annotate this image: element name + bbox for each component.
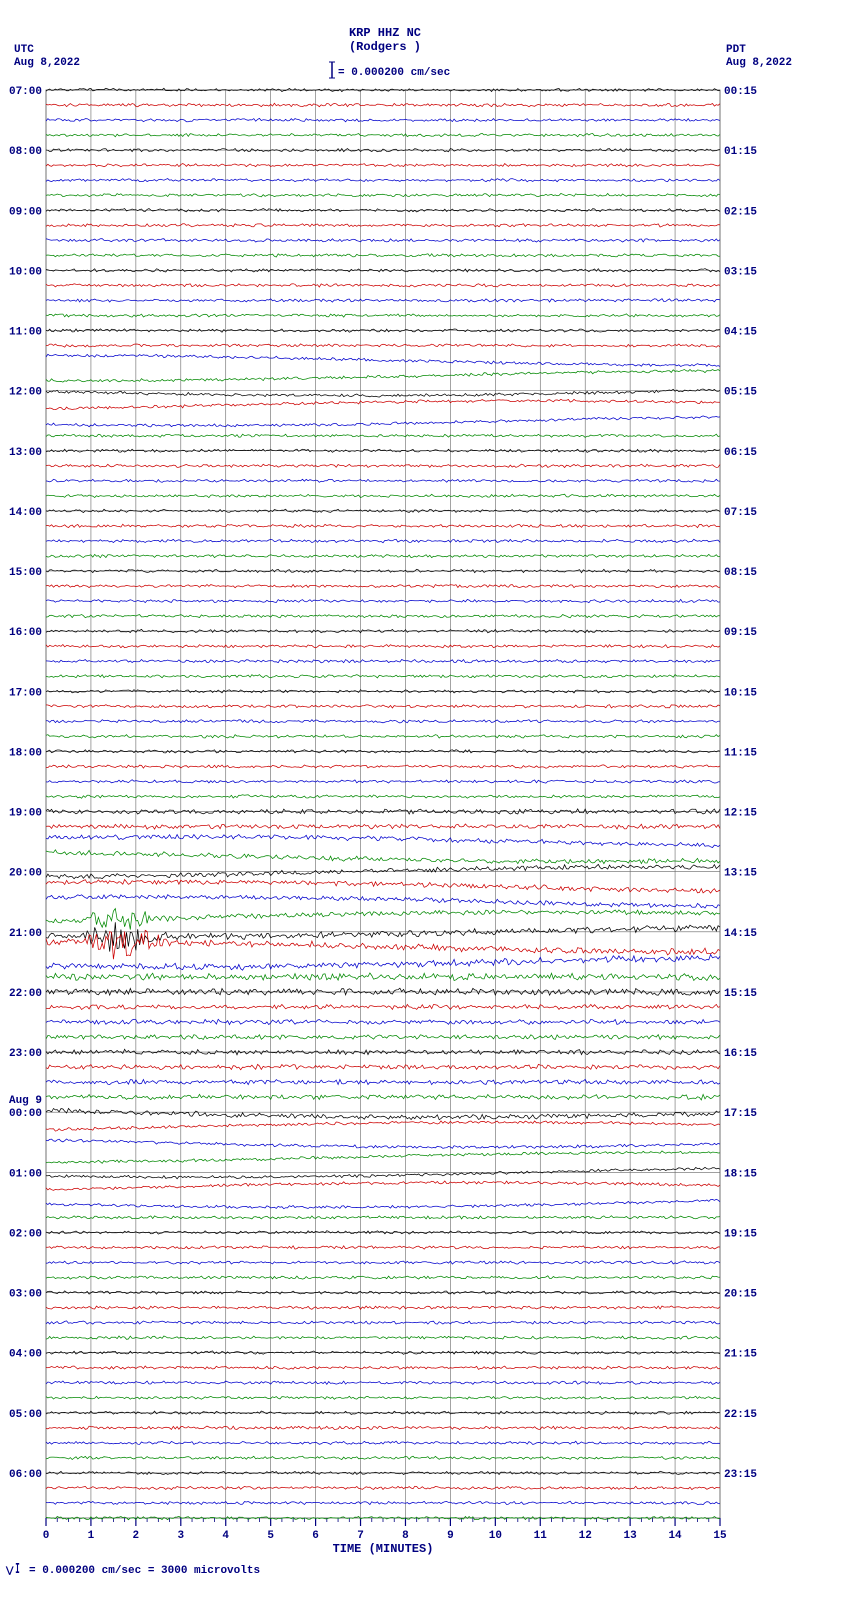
svg-text:14:00: 14:00: [9, 507, 42, 519]
svg-text:6: 6: [312, 1530, 319, 1542]
svg-text:08:00: 08:00: [9, 146, 42, 158]
svg-text:02:00: 02:00: [9, 1228, 42, 1240]
svg-text:UTC: UTC: [14, 44, 34, 56]
svg-text:13:00: 13:00: [9, 447, 42, 459]
svg-text:15: 15: [713, 1530, 727, 1542]
svg-text:15:15: 15:15: [724, 988, 757, 1000]
svg-text:01:15: 01:15: [724, 146, 757, 158]
svg-text:22:15: 22:15: [724, 1409, 757, 1421]
svg-text:12:15: 12:15: [724, 808, 757, 820]
svg-text:8: 8: [402, 1530, 409, 1542]
footer-scale-text: ⋁I = 0.000200 cm/sec = 3000 microvolts: [6, 1561, 260, 1578]
svg-text:04:00: 04:00: [9, 1349, 42, 1361]
svg-text:Aug 9: Aug 9: [9, 1095, 42, 1107]
svg-text:0: 0: [43, 1530, 50, 1542]
svg-text:17:00: 17:00: [9, 687, 42, 699]
svg-text:10:15: 10:15: [724, 687, 757, 699]
svg-text:12: 12: [579, 1530, 592, 1542]
svg-text:02:15: 02:15: [724, 206, 757, 218]
svg-text:21:15: 21:15: [724, 1349, 757, 1361]
svg-text:3: 3: [177, 1530, 184, 1542]
svg-text:16:00: 16:00: [9, 627, 42, 639]
svg-text:16:15: 16:15: [724, 1048, 757, 1060]
svg-text:06:00: 06:00: [9, 1469, 42, 1481]
svg-text:17:15: 17:15: [724, 1108, 757, 1120]
svg-text:TIME (MINUTES): TIME (MINUTES): [333, 1542, 434, 1556]
svg-text:03:15: 03:15: [724, 266, 757, 278]
svg-text:08:15: 08:15: [724, 567, 757, 579]
svg-text:03:00: 03:00: [9, 1289, 42, 1301]
svg-text:14: 14: [668, 1530, 682, 1542]
svg-text:4: 4: [222, 1530, 229, 1542]
svg-text:00:15: 00:15: [724, 86, 757, 98]
svg-text:12:00: 12:00: [9, 387, 42, 399]
svg-text:19:15: 19:15: [724, 1228, 757, 1240]
seismogram-plot: KRP HHZ NC(Rodgers ) = 0.000200 cm/sec UT…: [0, 0, 850, 1580]
svg-text:06:15: 06:15: [724, 447, 757, 459]
svg-text:13: 13: [624, 1530, 638, 1542]
svg-text:Aug 8,2022: Aug 8,2022: [14, 57, 80, 69]
svg-text:9: 9: [447, 1530, 454, 1542]
svg-text:18:15: 18:15: [724, 1168, 757, 1180]
svg-text:= 0.000200 cm/sec: = 0.000200 cm/sec: [338, 67, 450, 79]
svg-text:KRP HHZ NC: KRP HHZ NC: [349, 26, 421, 40]
svg-text:10: 10: [489, 1530, 502, 1542]
svg-text:2: 2: [133, 1530, 140, 1542]
svg-text:19:00: 19:00: [9, 808, 42, 820]
svg-text:11: 11: [534, 1530, 548, 1542]
svg-text:13:15: 13:15: [724, 868, 757, 880]
svg-text:20:15: 20:15: [724, 1289, 757, 1301]
svg-text:10:00: 10:00: [9, 266, 42, 278]
svg-text:07:00: 07:00: [9, 86, 42, 98]
svg-text:00:00: 00:00: [9, 1108, 42, 1120]
svg-text:22:00: 22:00: [9, 988, 42, 1000]
svg-text:05:00: 05:00: [9, 1409, 42, 1421]
svg-text:01:00: 01:00: [9, 1168, 42, 1180]
svg-text:09:15: 09:15: [724, 627, 757, 639]
svg-text:04:15: 04:15: [724, 327, 757, 339]
svg-text:Aug 8,2022: Aug 8,2022: [726, 57, 792, 69]
svg-text:09:00: 09:00: [9, 206, 42, 218]
svg-text:23:15: 23:15: [724, 1469, 757, 1481]
svg-text:05:15: 05:15: [724, 387, 757, 399]
svg-text:11:15: 11:15: [724, 747, 757, 759]
svg-text:18:00: 18:00: [9, 747, 42, 759]
svg-text:11:00: 11:00: [9, 327, 42, 339]
svg-text:21:00: 21:00: [9, 928, 42, 940]
svg-text:(Rodgers ): (Rodgers ): [349, 40, 421, 54]
svg-text:20:00: 20:00: [9, 868, 42, 880]
svg-text:14:15: 14:15: [724, 928, 757, 940]
seismogram-svg: KRP HHZ NC(Rodgers ) = 0.000200 cm/sec UT…: [0, 0, 850, 1580]
svg-text:1: 1: [88, 1530, 95, 1542]
svg-text:07:15: 07:15: [724, 507, 757, 519]
svg-text:23:00: 23:00: [9, 1048, 42, 1060]
svg-text:7: 7: [357, 1530, 364, 1542]
svg-text:PDT: PDT: [726, 44, 746, 56]
svg-text:5: 5: [267, 1530, 274, 1542]
svg-text:15:00: 15:00: [9, 567, 42, 579]
